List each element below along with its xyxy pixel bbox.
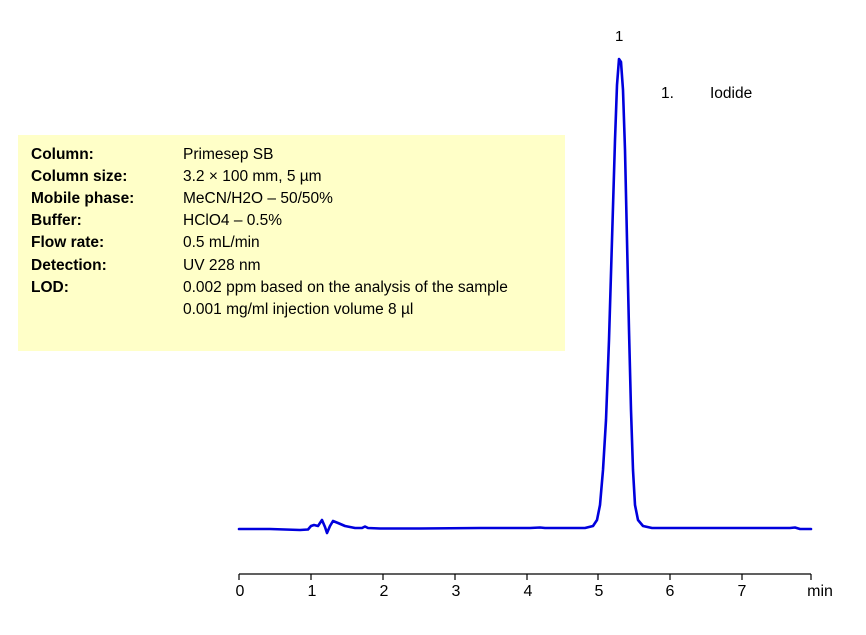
x-axis-unit-label: min — [807, 583, 833, 600]
legend-compound-name: Iodide — [710, 85, 753, 102]
x-tick-label-4: 4 — [523, 583, 533, 600]
condition-value: HClO4 – 0.5% — [183, 212, 283, 229]
condition-label: Column size: — [31, 168, 128, 185]
condition-label: Column: — [31, 146, 94, 163]
chromatogram-trace — [237, 57, 813, 535]
x-axis-ticks — [238, 574, 812, 580]
peak-1-label: 1 — [615, 28, 624, 45]
x-tick-label-3: 3 — [451, 583, 461, 600]
legend-number: 1. — [661, 85, 674, 102]
condition-value: 3.2 × 100 mm, 5 µm — [183, 168, 322, 185]
x-tick-label-1: 1 — [307, 583, 317, 600]
x-tick-label-6: 6 — [665, 583, 675, 600]
condition-label: LOD: — [31, 279, 69, 296]
condition-value: UV 228 nm — [183, 257, 261, 274]
condition-label: Detection: — [31, 257, 107, 274]
x-tick-label-5: 5 — [594, 583, 604, 600]
condition-value: Primesep SB — [183, 146, 274, 163]
x-tick-label-2: 2 — [379, 583, 389, 600]
x-tick-label-0: 0 — [235, 583, 245, 600]
condition-value: MeCN/H2O – 50/50% — [183, 190, 333, 207]
condition-label: Mobile phase: — [31, 190, 135, 207]
condition-value: 0.5 mL/min — [183, 234, 260, 251]
condition-label: Buffer: — [31, 212, 82, 229]
condition-value: 0.002 ppm based on the analysis of the s… — [183, 279, 508, 296]
conditions-box: Column: Primesep SB Column size: 3.2 × 1… — [18, 135, 565, 351]
x-tick-label-7: 7 — [737, 583, 747, 600]
condition-value: 0.001 mg/ml injection volume 8 µl — [183, 301, 414, 318]
condition-label: Flow rate: — [31, 234, 105, 251]
